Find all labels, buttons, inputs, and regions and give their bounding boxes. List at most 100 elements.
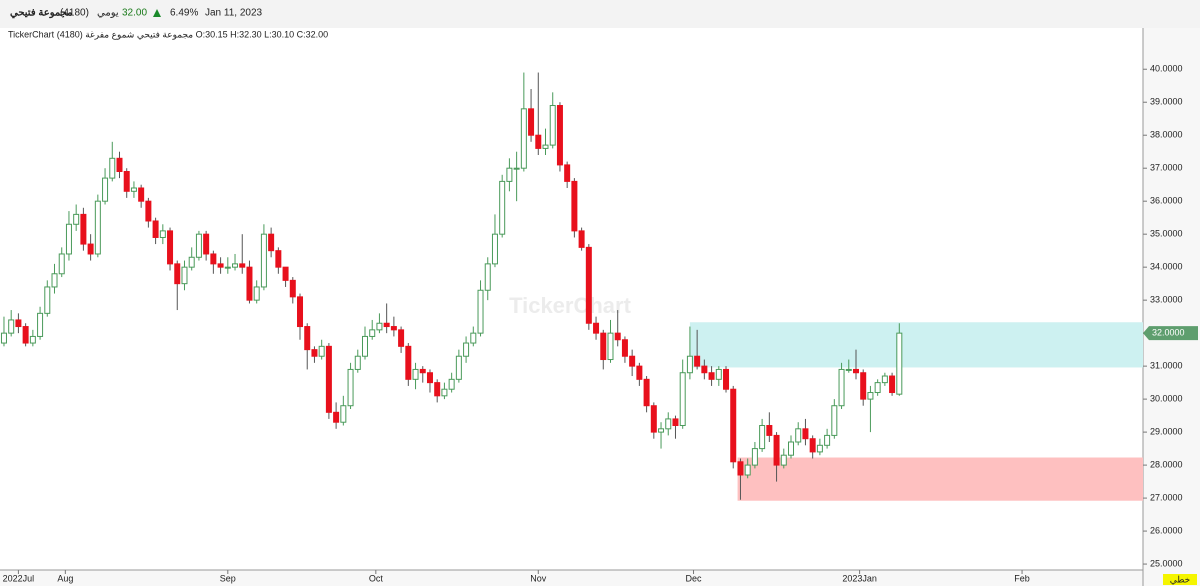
candle-body [759, 425, 766, 450]
candle-body [528, 108, 535, 136]
last-price-label: 32.0000 [1152, 328, 1185, 338]
candle-body [831, 405, 838, 436]
candle-body [556, 105, 563, 166]
candle-body [751, 448, 758, 466]
candle-body [629, 355, 636, 367]
candle-body [564, 164, 571, 182]
candle-body [188, 256, 195, 268]
candle-body [455, 355, 462, 380]
candle-body [852, 368, 859, 374]
style-badge[interactable] [1163, 574, 1197, 585]
y-tick-label: 38.0000 [1150, 130, 1183, 140]
candle-body [44, 286, 51, 314]
y-tick-label: 30.0000 [1150, 393, 1183, 403]
stock-code: (4180) [60, 8, 89, 19]
candle-body [867, 392, 874, 400]
candle-body [881, 375, 888, 384]
candle-body [658, 428, 665, 433]
candle-body [275, 250, 282, 268]
header-date: Jan 11, 2023 [205, 8, 263, 19]
candle-body [398, 329, 405, 347]
candle-body [730, 388, 737, 463]
y-tick-label: 37.0000 [1150, 163, 1183, 173]
zone [737, 457, 1143, 501]
candle-body [383, 322, 390, 328]
candle-body [253, 286, 260, 301]
candle-body [224, 266, 231, 269]
candle-body [614, 332, 621, 341]
candle-body [145, 200, 152, 222]
legend-text: TickerChart مجموعة فتيحي شموع مفرغة (418… [8, 29, 328, 40]
candle-body [484, 263, 491, 291]
candle-body [340, 405, 347, 423]
candle-body [87, 243, 94, 255]
x-tick-label: Feb [1014, 573, 1030, 583]
candle-body [123, 170, 130, 192]
candle-body [549, 105, 556, 146]
candle-body [600, 332, 607, 361]
candle-body [246, 266, 253, 301]
x-tick-label: 2022Jul [3, 573, 35, 583]
y-tick-label: 28.0000 [1150, 459, 1183, 469]
candle-body [174, 263, 181, 285]
y-tick-label: 39.0000 [1150, 97, 1183, 107]
candle-body [116, 157, 123, 172]
y-tick-label: 34.0000 [1150, 262, 1183, 272]
header-bar [0, 0, 1200, 28]
candle-body [448, 378, 455, 390]
candle-body [621, 339, 628, 357]
candle-body [0, 332, 7, 344]
candle-body [268, 233, 275, 252]
candle-body [607, 332, 614, 361]
candle-body [354, 355, 361, 370]
candle-body [412, 368, 419, 380]
candle-body [369, 329, 376, 337]
candle-body [686, 355, 693, 374]
candle-body [679, 372, 686, 427]
candle-body [672, 418, 679, 427]
zone [689, 322, 1143, 368]
candle-body [405, 345, 412, 380]
candle-body [715, 368, 722, 380]
candle-body [361, 335, 368, 357]
style-badge-text[interactable]: خطي [1170, 574, 1190, 584]
candle-body [239, 263, 246, 268]
candle-body [816, 444, 823, 453]
candle-body [477, 289, 484, 334]
candle-body [318, 345, 325, 357]
candle-body [94, 200, 101, 255]
candle-body [325, 345, 332, 413]
candle-body [463, 342, 470, 357]
candle-body [15, 319, 22, 328]
candle-body [289, 279, 296, 298]
candle-body [838, 368, 845, 407]
candle-body [593, 322, 600, 334]
candle-body [665, 418, 672, 430]
candle-body [650, 405, 657, 433]
candle-body [845, 368, 852, 371]
candle-body [217, 263, 224, 268]
y-tick-label: 29.0000 [1150, 426, 1183, 436]
candle-body [520, 108, 527, 169]
candle-body [109, 157, 116, 179]
candle-body [203, 233, 210, 255]
candle-body [181, 266, 188, 285]
candle-body [159, 230, 166, 238]
candle-body [578, 230, 585, 248]
x-tick-label: Oct [369, 573, 384, 583]
candle-body [889, 375, 896, 394]
candle-body [22, 326, 29, 344]
candle-body [701, 365, 708, 374]
candle-body [8, 319, 15, 334]
candle-body [860, 372, 867, 400]
candle-body [167, 230, 174, 265]
candle-body [441, 388, 448, 397]
y-axis-panel [1143, 28, 1200, 586]
candle-body [260, 233, 267, 288]
last-price-badge [1143, 326, 1198, 341]
candle-body [195, 233, 202, 258]
candle-body [333, 411, 340, 423]
x-tick-label: Sep [220, 573, 236, 583]
header-price: 32.00 [122, 8, 147, 19]
candle-body [788, 441, 795, 456]
